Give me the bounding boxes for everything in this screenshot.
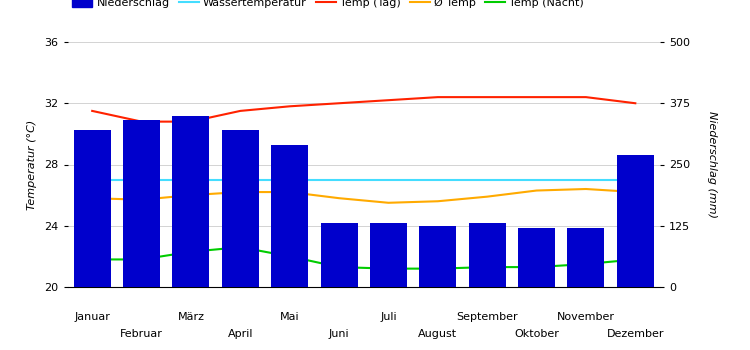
Bar (568, 228, 604, 287)
Bar (272, 145, 308, 287)
Y-axis label: Temperatur (°C): Temperatur (°C) (27, 119, 38, 210)
Text: März: März (178, 312, 205, 322)
Bar (320, 223, 358, 287)
Bar (616, 155, 654, 287)
Bar (370, 223, 407, 287)
Text: November: November (557, 312, 615, 322)
Text: Oktober: Oktober (514, 329, 559, 339)
Legend: Niederschlag, Wassertemperatur, Temp (Tag), Ø Temp, Temp (Nacht): Niederschlag, Wassertemperatur, Temp (Ta… (68, 0, 589, 13)
Text: Juli: Juli (380, 312, 397, 322)
Bar (419, 226, 456, 287)
Bar (518, 228, 555, 287)
Bar (172, 116, 209, 287)
Bar (222, 130, 259, 287)
Text: April: April (227, 329, 253, 339)
Bar (123, 120, 160, 287)
Bar (469, 223, 506, 287)
Text: Dezember: Dezember (607, 329, 664, 339)
Text: August: August (419, 329, 458, 339)
Text: Januar: Januar (74, 312, 110, 322)
Bar (74, 130, 111, 287)
Text: Mai: Mai (280, 312, 299, 322)
Text: September: September (456, 312, 518, 322)
Text: Februar: Februar (120, 329, 163, 339)
Y-axis label: Niederschlag (mm): Niederschlag (mm) (706, 111, 717, 218)
Text: Juni: Juni (328, 329, 350, 339)
